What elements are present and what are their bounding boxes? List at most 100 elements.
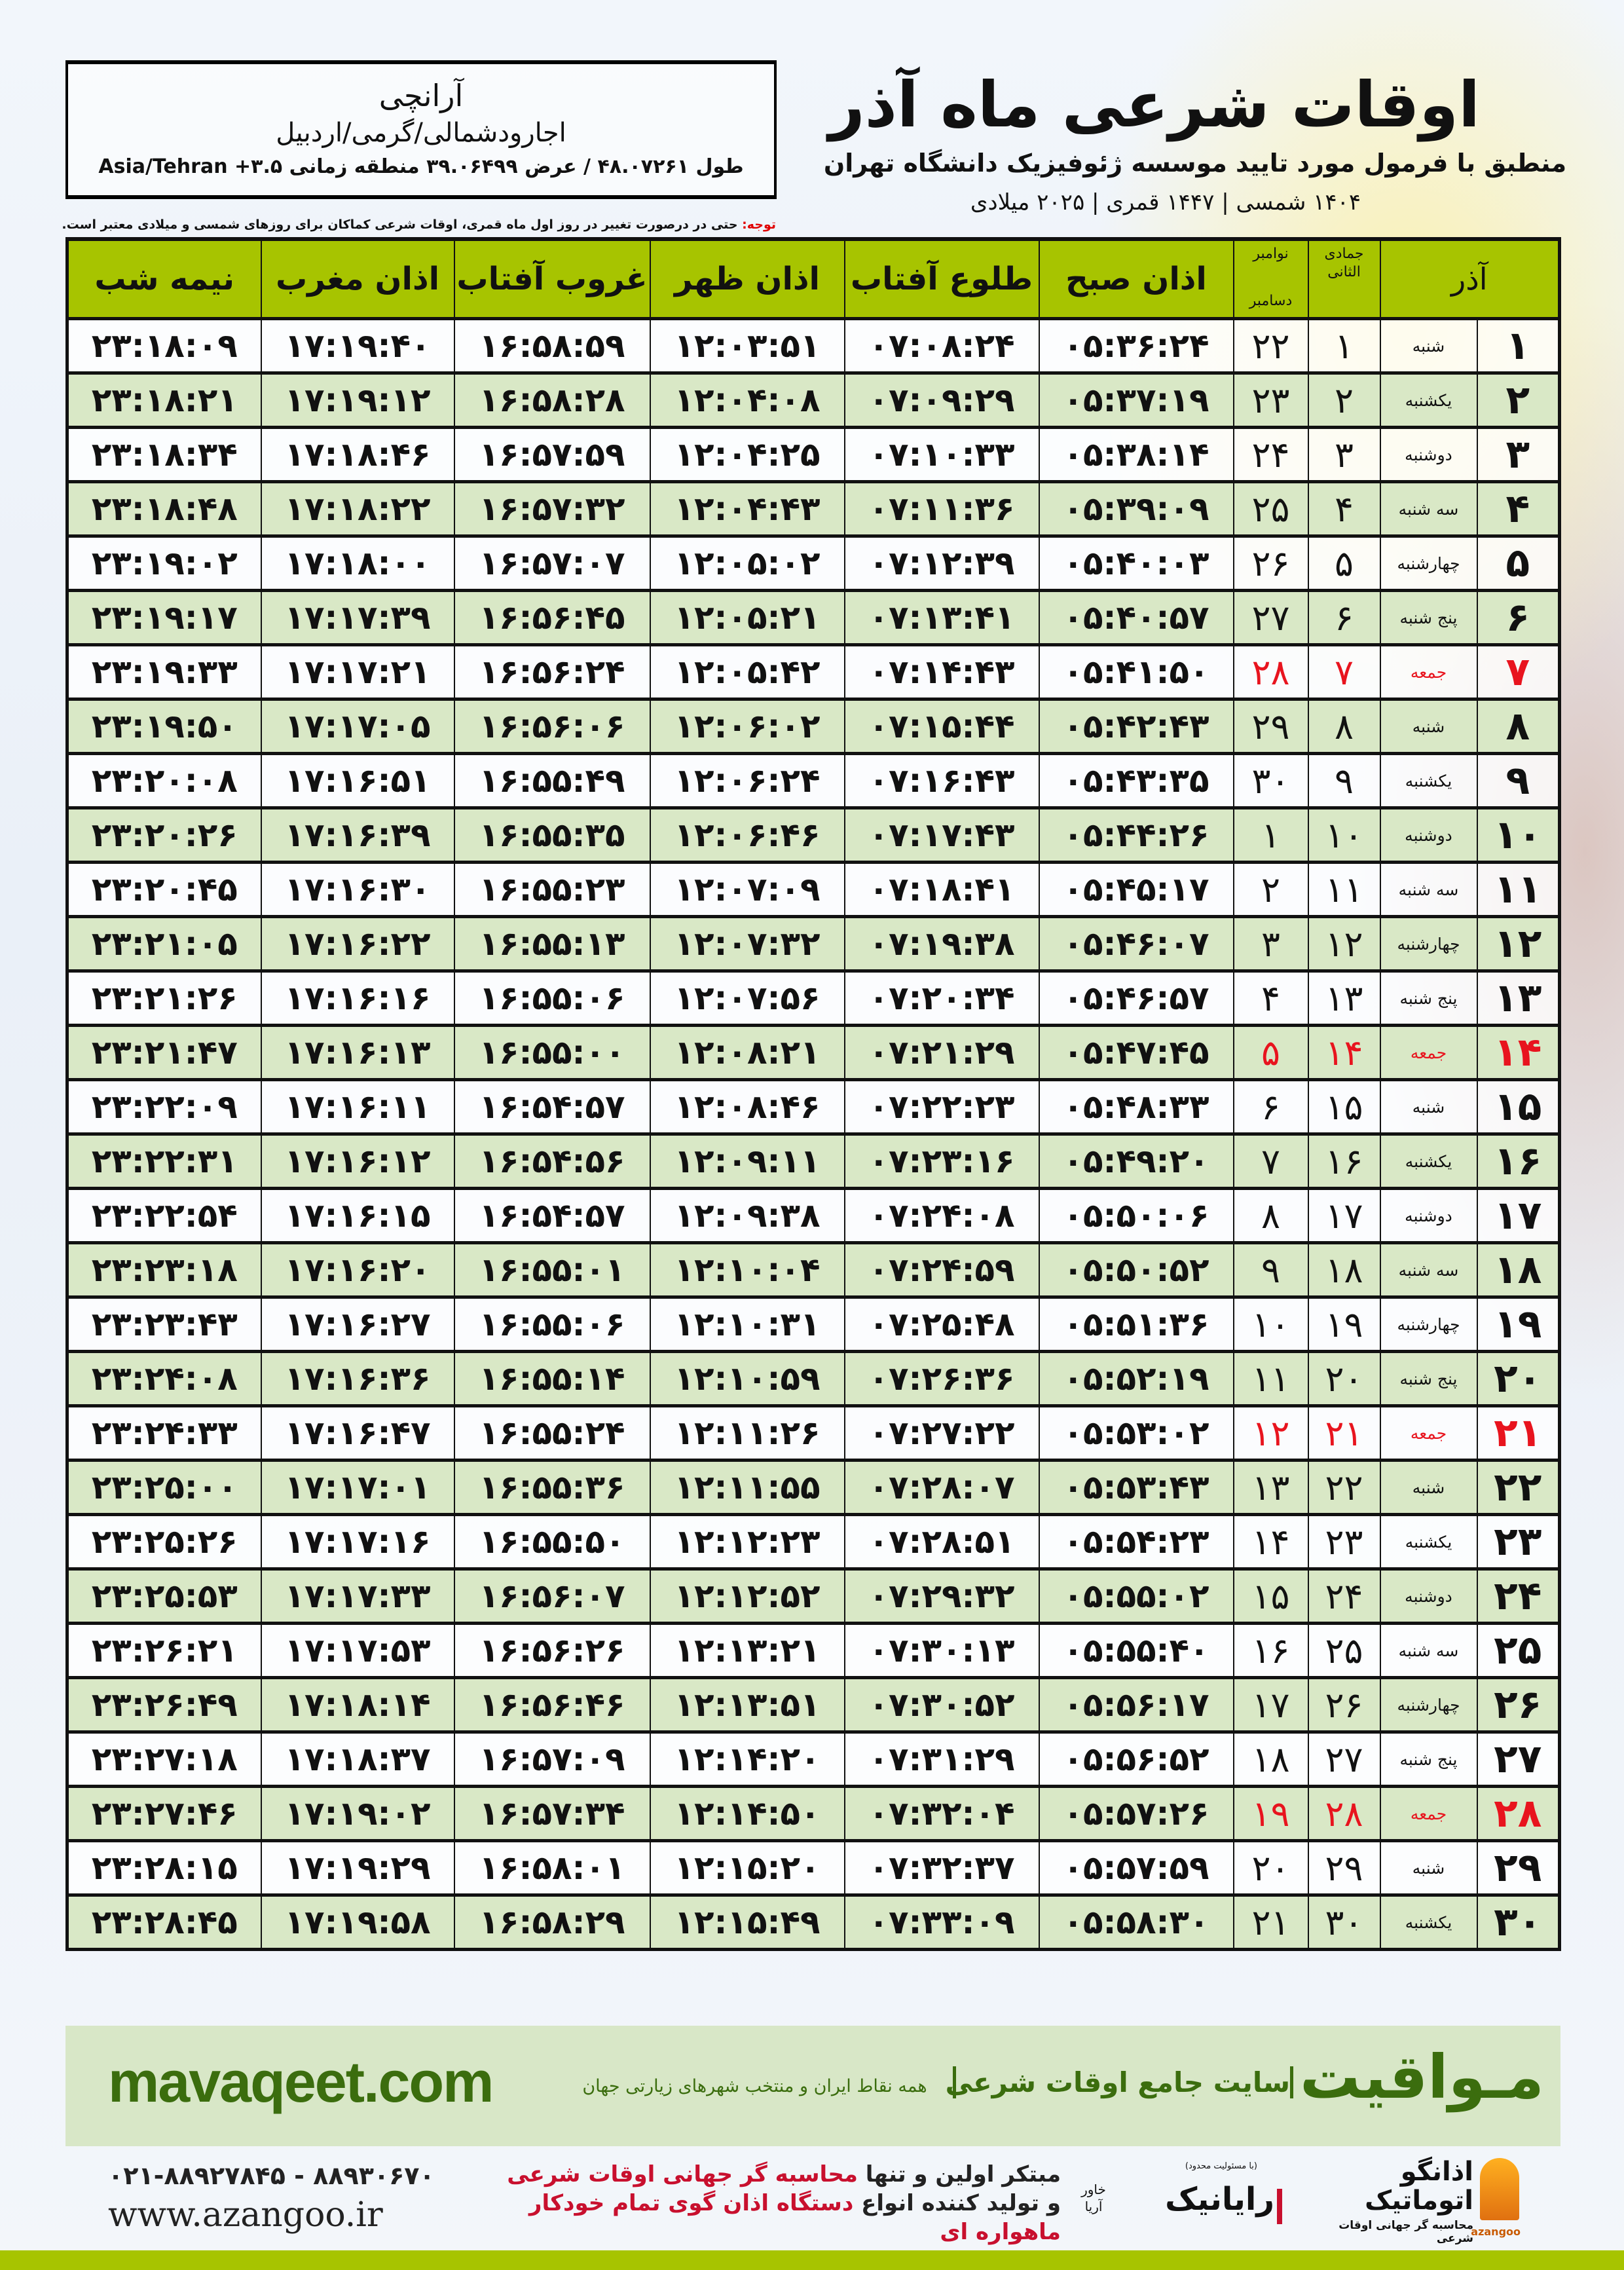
azangoo-url[interactable]: www.azangoo.ir — [108, 2195, 383, 2235]
midnight-time: ۲۳:۲۴:۳۳ — [65, 1405, 262, 1462]
sunset-time: ۱۶:۵۵:۱۳ — [453, 916, 651, 973]
phone-numbers: ۰۲۱-۸۸۹۲۷۸۴۵ - ۸۸۹۳۰۶۷۰ — [108, 2161, 435, 2190]
maghrib-time: ۱۷:۱۶:۱۶ — [260, 970, 455, 1027]
azar-day: ۲۶ — [1476, 1677, 1562, 1734]
page-title: اوقات شرعی ماه آذر — [828, 68, 1480, 141]
midnight-time: ۲۳:۱۸:۰۹ — [65, 318, 262, 375]
gregorian-day: ۱۵ — [1232, 1568, 1309, 1625]
weekday: یکشنبه — [1379, 1514, 1478, 1571]
sunrise-time: ۰۷:۳۳:۰۹ — [843, 1894, 1040, 1951]
weekday: یکشنبه — [1379, 372, 1478, 429]
sunrise-time: ۰۷:۲۰:۳۴ — [843, 970, 1040, 1027]
dhuhr-time: ۱۲:۰۷:۰۹ — [649, 861, 845, 918]
midnight-time: ۲۳:۱۹:۳۳ — [65, 644, 262, 701]
midnight-time: ۲۳:۱۸:۳۴ — [65, 426, 262, 483]
fajr-time: ۰۵:۵۴:۲۳ — [1038, 1514, 1234, 1571]
weekday: جمعه — [1379, 1024, 1478, 1081]
mavaqeet-url[interactable]: mavaqeet.com — [108, 2049, 494, 2114]
weekday: جمعه — [1379, 1785, 1478, 1842]
fajr-time: ۰۵:۳۶:۲۴ — [1038, 318, 1234, 375]
midnight-time: ۲۳:۲۴:۰۸ — [65, 1350, 262, 1407]
weekday: دوشنبه — [1379, 1568, 1478, 1625]
note-label: توجه: — [742, 217, 776, 232]
fajr-time: ۰۵:۵۳:۰۲ — [1038, 1405, 1234, 1462]
fajr-time: ۰۵:۵۰:۰۶ — [1038, 1187, 1234, 1244]
fajr-time: ۰۵:۵۳:۴۳ — [1038, 1459, 1234, 1516]
azar-day: ۲۵ — [1476, 1622, 1562, 1679]
coordinates: طول ۴۸.۰۷۲۶۱ / عرض ۳۹.۰۶۴۹۹ منطقه زمانی … — [98, 155, 744, 178]
sunrise-time: ۰۷:۱۹:۳۸ — [843, 916, 1040, 973]
table-row: ۱۷ دوشنبه ۱۷ ۸ ۰۵:۵۰:۰۶ ۰۷:۲۴:۰۸ ۱۲:۰۹:۳۸ ۱۶:۵۴… — [65, 1187, 1562, 1244]
dhuhr-time: ۱۲:۰۶:۴۶ — [649, 807, 845, 864]
table-row: ۱۳ پنج شنبه ۱۳ ۴ ۰۵:۴۶:۵۷ ۰۷:۲۰:۳۴ ۱۲:۰۷:۵۶ ۱۶:… — [65, 970, 1562, 1027]
midnight-time: ۲۳:۲۸:۴۵ — [65, 1894, 262, 1951]
dhuhr-time: ۱۲:۱۴:۵۰ — [649, 1785, 845, 1842]
azangoo-sub: محاسبه گر جهانی اوقات شرعی — [1338, 2219, 1473, 2245]
maghrib-time: ۱۷:۱۶:۵۱ — [260, 753, 455, 809]
midnight-time: ۲۳:۱۹:۱۷ — [65, 589, 262, 646]
sunrise-time: ۰۷:۲۴:۵۹ — [843, 1242, 1040, 1299]
weekday: چهارشنبه — [1379, 1677, 1478, 1734]
sunrise-time: ۰۷:۱۰:۳۳ — [843, 426, 1040, 483]
dhuhr-time: ۱۲:۰۷:۳۲ — [649, 916, 845, 973]
sunset-time: ۱۶:۵۶:۲۴ — [453, 644, 651, 701]
maghrib-time: ۱۷:۱۸:۳۷ — [260, 1731, 455, 1788]
midnight-time: ۲۳:۲۱:۲۶ — [65, 970, 262, 1027]
sunrise-time: ۰۷:۲۶:۳۶ — [843, 1350, 1040, 1407]
fajr-time: ۰۵:۵۱:۳۶ — [1038, 1296, 1234, 1353]
azar-day: ۲۲ — [1476, 1459, 1562, 1516]
weekday: سه شنبه — [1379, 1622, 1478, 1679]
note-text: حتی در درصورت تغییر در روز اول ماه قمری،… — [62, 217, 743, 232]
hijri-day: ۴ — [1307, 481, 1381, 538]
hijri-day: ۱ — [1307, 318, 1381, 375]
weekday: دوشنبه — [1379, 426, 1478, 483]
region-name: اجارودشمالی/گرمی/اردبیل — [276, 118, 566, 148]
table-body: ۱ شنبه ۱ ۲۲ ۰۵:۳۶:۲۴ ۰۷:۰۸:۲۴ ۱۲:۰۳:۵۱ ۱۶:۵۸:۵۹… — [65, 318, 1562, 1951]
gregorian-day: ۲۷ — [1232, 589, 1309, 646]
hijri-day: ۸ — [1307, 698, 1381, 755]
hijri-day: ۱۸ — [1307, 1242, 1381, 1299]
gregorian-day: ۱۱ — [1232, 1350, 1309, 1407]
location-box: آرانچی اجارودشمالی/گرمی/اردبیل طول ۴۸.۰۷… — [65, 60, 777, 199]
table-row: ۱۱ سه شنبه ۱۱ ۲ ۰۵:۴۵:۱۷ ۰۷:۱۸:۴۱ ۱۲:۰۷:۰۹ ۱۶:۵… — [65, 861, 1562, 918]
maghrib-time: ۱۷:۱۹:۱۲ — [260, 372, 455, 429]
weekday: سه شنبه — [1379, 861, 1478, 918]
weekday: شنبه — [1379, 1840, 1478, 1897]
gregorian-day: ۱۴ — [1232, 1514, 1309, 1571]
gregorian-day: ۱۲ — [1232, 1405, 1309, 1462]
gregorian-day: ۱۹ — [1232, 1785, 1309, 1842]
gregorian-day: ۱۰ — [1232, 1296, 1309, 1353]
header-sunrise: طلوع آفتاب — [843, 237, 1039, 320]
fajr-time: ۰۵:۳۹:۰۹ — [1038, 481, 1234, 538]
sunset-time: ۱۶:۵۶:۴۶ — [453, 1677, 651, 1734]
midnight-time: ۲۳:۱۸:۴۸ — [65, 481, 262, 538]
fajr-time: ۰۵:۵۶:۵۲ — [1038, 1731, 1234, 1788]
table-row: ۹ یکشنبه ۹ ۳۰ ۰۵:۴۳:۳۵ ۰۷:۱۶:۴۳ ۱۲:۰۶:۲۴ ۱۶:۵۵:… — [65, 753, 1562, 809]
azar-day: ۴ — [1476, 481, 1562, 538]
hijri-day: ۲۶ — [1307, 1677, 1381, 1734]
dhuhr-time: ۱۲:۰۹:۱۱ — [649, 1133, 845, 1190]
fajr-time: ۰۵:۵۵:۴۰ — [1038, 1622, 1234, 1679]
weekday: چهارشنبه — [1379, 1296, 1478, 1353]
hijri-day: ۲ — [1307, 372, 1381, 429]
dhuhr-time: ۱۲:۰۵:۲۱ — [649, 589, 845, 646]
weekday: دوشنبه — [1379, 1187, 1478, 1244]
gregorian-day: ۸ — [1232, 1187, 1309, 1244]
maghrib-time: ۱۷:۱۶:۱۵ — [260, 1187, 455, 1244]
gregorian-day: ۱ — [1232, 807, 1309, 864]
hijri-day: ۷ — [1307, 644, 1381, 701]
gregorian-day: ۲۱ — [1232, 1894, 1309, 1951]
gregorian-day: ۲۶ — [1232, 535, 1309, 592]
midnight-time: ۲۳:۲۱:۰۵ — [65, 916, 262, 973]
weekday: یکشنبه — [1379, 1894, 1478, 1951]
midnight-time: ۲۳:۲۷:۴۶ — [65, 1785, 262, 1842]
maghrib-time: ۱۷:۱۶:۳۰ — [260, 861, 455, 918]
maghrib-time: ۱۷:۱۶:۲۷ — [260, 1296, 455, 1353]
weekday: چهارشنبه — [1379, 535, 1478, 592]
maghrib-time: ۱۷:۱۶:۲۰ — [260, 1242, 455, 1299]
azar-day: ۱۴ — [1476, 1024, 1562, 1081]
table-row: ۵ چهارشنبه ۵ ۲۶ ۰۵:۴۰:۰۳ ۰۷:۱۲:۳۹ ۱۲:۰۵:۰۲ ۱۶:۵… — [65, 535, 1562, 592]
weekday: جمعه — [1379, 644, 1478, 701]
sunrise-time: ۰۷:۳۰:۵۲ — [843, 1677, 1040, 1734]
fajr-time: ۰۵:۴۶:۰۷ — [1038, 916, 1234, 973]
